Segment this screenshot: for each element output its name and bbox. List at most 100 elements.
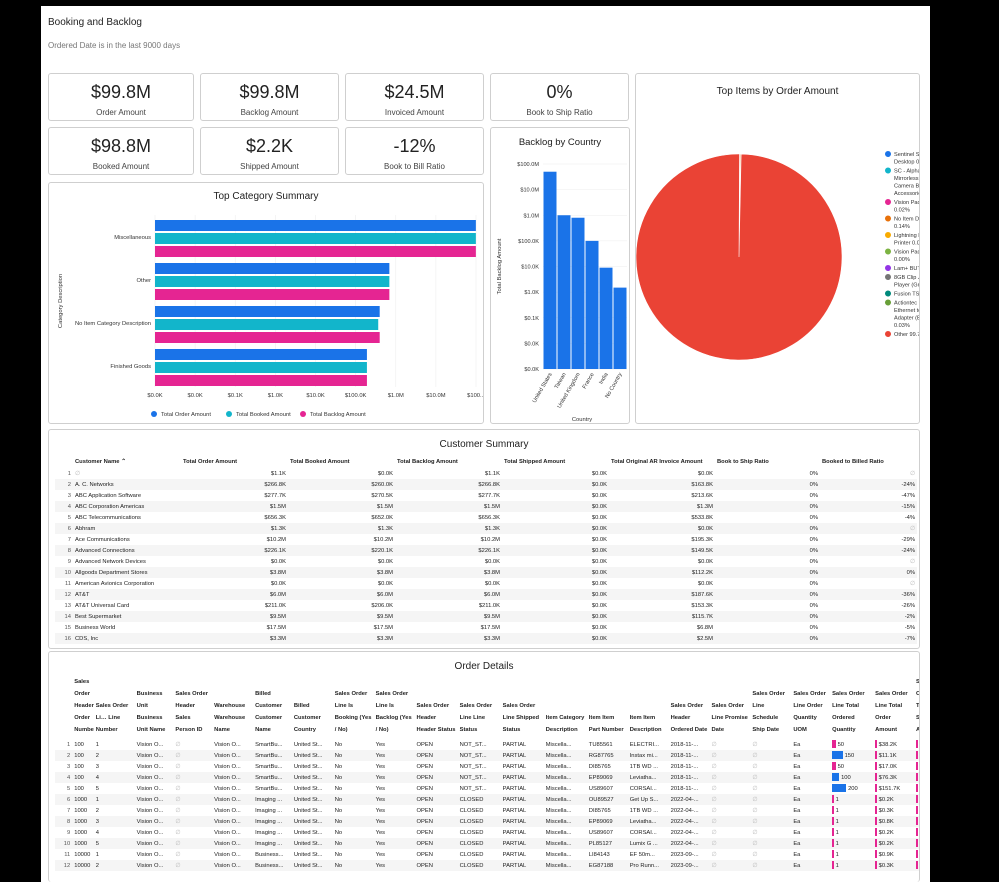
table-row[interactable]: 8 1000 3 Vision O... ∅ Vision O... Imaging ...… [55,816,919,827]
table-row[interactable]: 12 10000 2 Vision O... ∅ Vision O... Business.… [55,860,919,871]
column-header[interactable]: Item Item Description [629,715,662,733]
column-header[interactable]: Sales Order Line Schedule Ship Date [752,691,785,733]
column-header[interactable]: Sales Order Line Is Backlog (Yes / No) [375,691,412,733]
column-header[interactable]: Total Original AR Invoice Amount [611,459,703,465]
kpi-value: $99.8M [239,82,300,102]
table-row[interactable]: 3 ABC Application Software $277.7K $270.5K $… [55,490,917,501]
column-header[interactable]: Sales Order Line Shipped Status [502,703,540,733]
value-cell: 2022-04-... [668,794,710,805]
column-header[interactable]: Sales Order Header Ordered Date [670,703,708,733]
kpi-book-to-bill-ratio[interactable]: -12% Book to Bill Ratio [345,127,484,175]
table-row[interactable]: 1 100 1 Vision O... ∅ Vision O... SmartBu... Un… [55,739,919,750]
customer-name-cell: American Avionics Corporation [75,580,155,587]
value-cell: No [332,750,374,761]
table-row[interactable]: 4 100 4 Vision O... ∅ Vision O... SmartBu... Un… [55,772,919,783]
table-row[interactable]: 5 ABC Telecommunications $656.3K $652.0K $65… [55,512,917,523]
kpi-shipped-amount[interactable]: $2.2K Shipped Amount [200,127,339,175]
value-cell: $0.0K [591,580,607,587]
column-header[interactable]: Item Item Part Number [588,715,624,733]
column-header[interactable]: Book to Ship Ratio [717,459,769,465]
table-row[interactable]: 7 Ace Communications $10.2M $10.2M $10.2M $0.… [55,534,917,545]
table-row[interactable]: 6 1000 1 Vision O... ∅ Vision O... Imaging ...… [55,794,919,805]
value-cell: -4% [904,514,915,521]
value-cell: 1000 [74,807,88,814]
table-row[interactable]: 10 1000 5 Vision O... ∅ Vision O... Imaging ..… [55,838,919,849]
backlog-country-chart-card[interactable]: Backlog by Country $100.0M $10.0M $1.0M $10… [490,127,630,424]
table-row[interactable]: 2 A. C. Networks $266.8K $260.0K $266.8K $0.0… [55,479,917,490]
legend-swatch [885,290,891,297]
column-header[interactable]: Total Booked Amount [290,459,350,465]
column-header[interactable]: Sales Order Line Is Booking (Yes / No) [334,691,372,733]
kpi-value: 0% [546,82,573,102]
row-index: 12 [55,860,73,871]
category-bar-chart[interactable]: $0.0K $0.0K $0.1K $1.0K $10.0K $100.0K $1.0M $1… [49,183,484,424]
column-header[interactable]: Billed Customer Customer Name [255,691,283,733]
quantity-cell: 150 [830,750,874,761]
value-cell: Miscella... [545,763,572,770]
value-cell: Yes [373,794,415,805]
table-row[interactable]: 6 Abhram $1.3K $1.3K $1.3K $0.0K $0.0K 0% ∅ [55,523,917,534]
table-row[interactable]: 9 1000 4 Vision O... ∅ Vision O... Imaging ...… [55,827,919,838]
customer-summary-card[interactable]: Customer Summary Customer Name ⌃ Total Or… [48,429,920,649]
column-header[interactable]: Sal Ord Tot Shi Am [916,679,920,733]
table-row[interactable]: 5 100 5 Vision O... ∅ Vision O... SmartBu... Un… [55,783,919,794]
column-header[interactable]: Sales Order Header Sales Person ID [175,691,208,733]
table-row[interactable]: 14 Best Supermarket $9.5M $9.5M $9.5M $0.0K $1… [55,611,917,622]
table-row[interactable]: 1 ∅ $1.1K $0.0K $1.1K $0.0K $0.0K 0% ∅ [55,468,917,479]
column-header[interactable]: Sales Order Li… Line Number [95,703,129,733]
value-cell: CLOSED [457,794,501,805]
top-category-chart-card[interactable]: Top Category Summary $0.0K $0.0K $0.1K $1.0… [48,182,484,424]
value-cell: $3.3M [395,633,502,644]
column-header[interactable]: Total Order Amount [183,459,238,465]
kpi-invoiced-amount[interactable]: $24.5M Invoiced Amount [345,73,484,121]
column-header[interactable]: Total Shipped Amount [504,459,566,465]
table-row[interactable]: 15 Business World $17.5M $17.5M $17.5M $0.0K $… [55,622,917,633]
table-row[interactable]: 9 Advanced Network Devices $0.0K $0.0K $0.0K… [55,556,917,567]
order-details-card[interactable]: Order Details Sales Order Header Order N… [48,651,920,882]
table-row[interactable]: 7 1000 2 Vision O... ∅ Vision O... Imaging ...… [55,805,919,816]
column-header[interactable]: Sales Order Line Total Order Amount [875,691,908,733]
legend-label: 8GB Clip Jam MP3Player (Green) 0.00% [894,275,920,289]
value-cell: $0.0K [591,536,607,543]
top-items-pie-card[interactable]: Top Items by Order Amount Sentinel Stand… [635,73,920,424]
table-row[interactable]: 8 Advanced Connections $226.1K $220.1K $226.… [55,545,917,556]
table-row[interactable]: 12 AT&T $6.0M $6.0M $6.0M $0.0K $187.6K 0% -36% [55,589,917,600]
column-header[interactable]: Sales Order Line Line Status [459,703,493,733]
table-row[interactable]: 2 100 2 Vision O... ∅ Vision O... SmartBu... Un… [55,750,919,761]
column-header[interactable]: Sales Order Line Promise Date [711,703,748,733]
country-bar-chart[interactable]: $100.0M $10.0M $1.0M $100.0K $10.0K $1.0K $0.1… [491,128,630,424]
table-row[interactable]: 16 CDS, Inc $3.3M $3.3M $3.3M $0.0K $2.5M 0% -7% [55,633,917,644]
amount-bar [875,794,877,803]
column-header[interactable]: Sales Order Header Order Number [74,679,94,733]
truncated-cell: $ [914,860,919,871]
value-cell: Business... [253,860,292,871]
quantity-bar [832,750,843,759]
column-header[interactable]: Item Category Description [545,715,585,733]
column-header[interactable]: Business Unit Business Unit Name [136,691,166,733]
table-row[interactable]: 3 100 3 Vision O... ∅ Vision O... SmartBu... Un… [55,761,919,772]
kpi-booked-amount[interactable]: $98.8M Booked Amount [48,127,194,175]
table-row[interactable]: 11 10000 1 Vision O... ∅ Vision O... Business.… [55,849,919,860]
items-pie-chart[interactable]: Sentinel StandardDesktop 0.04% SC - Alpha… [636,74,920,424]
kpi-backlog-amount[interactable]: $99.8M Backlog Amount [200,73,339,121]
table-row[interactable]: 11 American Avionics Corporation $0.0K $0.0… [55,578,917,589]
column-header[interactable]: Sales Order Header Header Status [416,703,456,733]
column-header[interactable]: Sales Order Line Total Ordered Quantity [832,691,865,733]
column-header[interactable]: Booked to Billed Ratio [822,459,884,465]
table-row[interactable]: 10 Allgoods Department Stores $3.8M $3.8M $3… [55,567,917,578]
column-header[interactable]: Billed Customer Country [293,703,321,733]
column-header[interactable]: Customer Name ⌃ [75,459,126,465]
kpi-order-amount[interactable]: $99.8M Order Amount [48,73,194,121]
column-header[interactable]: Total Backlog Amount [397,459,458,465]
row-index: 11 [64,851,71,858]
column-header[interactable]: Sales Order Line Order Quantity UOM [793,691,826,733]
truncated-cell: $ [914,794,919,805]
kpi-label: Book to Bill Ratio [384,162,445,171]
value-cell: PARTIAL [502,785,527,792]
kpi-book-to-ship-ratio[interactable]: 0% Book to Ship Ratio [490,73,629,121]
value-cell: ∅ [750,750,792,761]
table-row[interactable]: 4 ABC Corporation Americas $1.5M $1.5M $1.5M… [55,501,917,512]
column-header[interactable]: Warehouse Warehouse Name [214,703,246,733]
table-row[interactable]: 13 AT&T Universal Card $211.0K $206.0K $211.… [55,600,917,611]
value-cell: RG87765 [586,750,628,761]
